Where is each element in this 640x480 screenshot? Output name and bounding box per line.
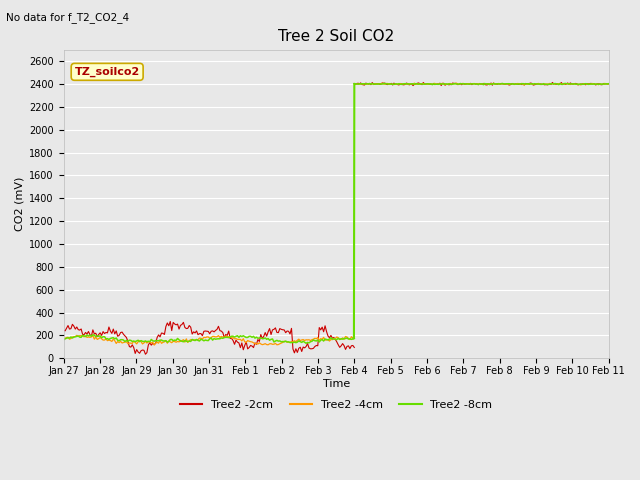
Legend: Tree2 -2cm, Tree2 -4cm, Tree2 -8cm: Tree2 -2cm, Tree2 -4cm, Tree2 -8cm (175, 396, 497, 414)
X-axis label: Time: Time (323, 379, 349, 389)
Text: No data for f_T2_CO2_4: No data for f_T2_CO2_4 (6, 12, 129, 23)
Y-axis label: CO2 (mV): CO2 (mV) (15, 177, 25, 231)
Text: TZ_soilco2: TZ_soilco2 (74, 67, 140, 77)
Title: Tree 2 Soil CO2: Tree 2 Soil CO2 (278, 29, 394, 44)
